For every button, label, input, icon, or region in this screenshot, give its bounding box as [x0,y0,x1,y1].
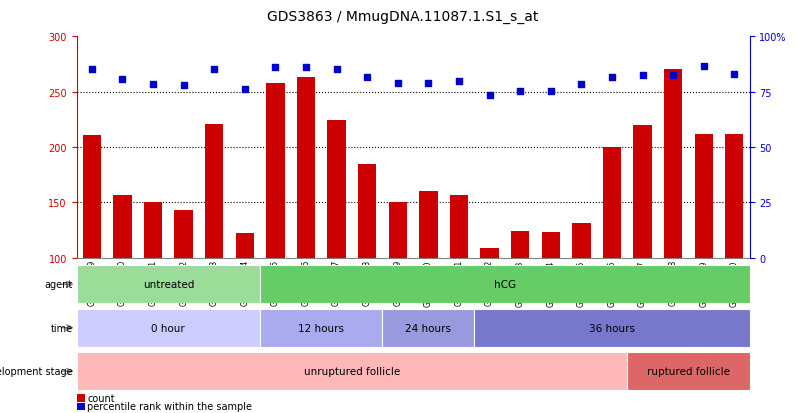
Bar [542,233,560,258]
Text: 24 hours: 24 hours [405,323,451,333]
Text: time: time [51,323,73,333]
Point [330,67,343,74]
Text: 12 hours: 12 hours [298,323,344,333]
Bar [266,83,285,258]
Bar [297,78,315,258]
Point [544,88,557,95]
Bar [572,224,591,258]
Point [513,88,526,95]
Point [636,73,649,79]
Bar [419,192,438,258]
Bar [77,309,260,347]
Bar [388,203,407,258]
Bar [695,134,713,258]
Point [422,80,434,87]
Text: hCG: hCG [494,280,516,290]
Bar [327,121,346,258]
Bar [77,266,260,304]
Text: untreated: untreated [143,280,194,290]
Point [392,80,405,87]
Point [147,81,160,88]
Bar [174,211,193,258]
Point [361,75,374,81]
Text: ruptured follicle: ruptured follicle [647,366,730,376]
Bar [205,124,223,258]
Text: development stage: development stage [0,366,73,376]
Point [269,65,282,71]
Bar [511,232,530,258]
Point [483,93,496,99]
Point [300,65,313,71]
Point [177,83,190,89]
Bar [725,134,743,258]
Bar [603,148,621,258]
Bar [627,352,750,390]
Point [667,73,679,79]
Bar [450,195,468,258]
Point [239,87,251,93]
Point [208,67,221,74]
Bar [358,164,376,258]
Bar [260,266,750,304]
Bar [634,126,652,258]
Point [116,77,129,83]
Bar [77,352,627,390]
Point [605,75,618,81]
Point [728,71,741,78]
Bar [83,135,101,258]
Text: GDS3863 / MmugDNA.11087.1.S1_s_at: GDS3863 / MmugDNA.11087.1.S1_s_at [268,10,538,24]
Text: percentile rank within the sample: percentile rank within the sample [87,401,252,411]
Bar [664,70,682,258]
Text: agent: agent [44,280,73,290]
Bar [114,195,131,258]
Bar [235,234,254,258]
Text: count: count [87,393,114,403]
Point [85,67,98,74]
Bar [480,248,499,258]
Text: 0 hour: 0 hour [152,323,185,333]
Bar [143,203,162,258]
Point [697,64,710,70]
Text: unruptured follicle: unruptured follicle [304,366,400,376]
Bar [383,309,474,347]
Point [575,81,588,88]
Point [452,78,465,85]
Text: 36 hours: 36 hours [589,323,635,333]
Bar [260,309,383,347]
Bar [474,309,750,347]
